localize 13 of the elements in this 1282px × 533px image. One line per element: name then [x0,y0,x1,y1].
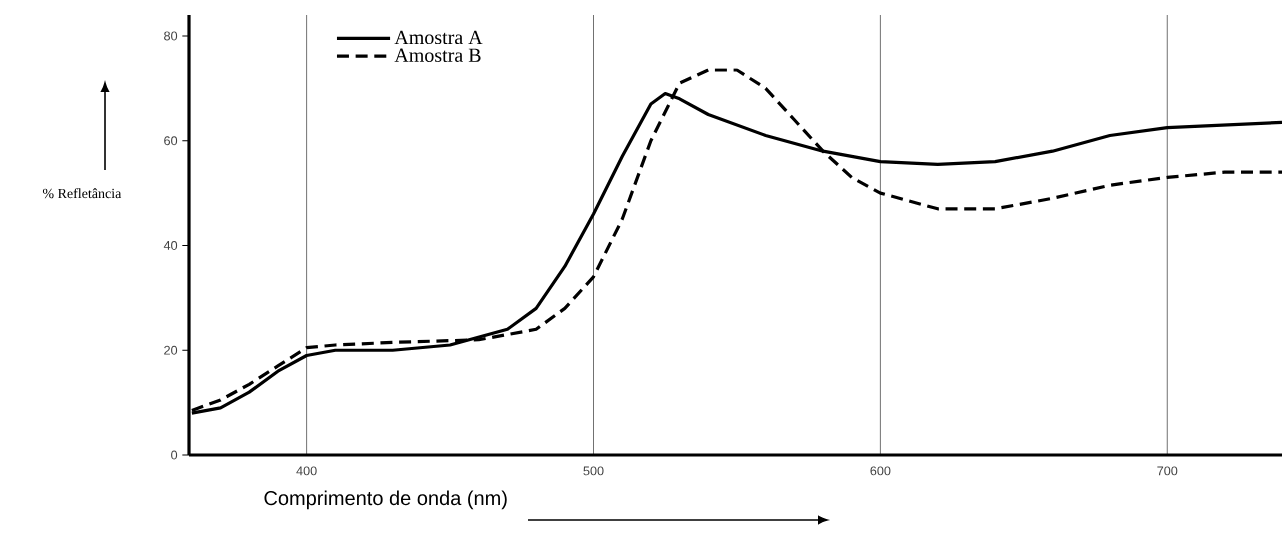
legend-label: Amostra A [394,30,483,45]
x-tick-label: 400 [296,466,317,476]
x-tick-label: 500 [583,466,604,476]
y-tick-label: 0 [171,450,178,460]
legend-label: Amostra B [394,48,481,62]
x-axis-title: Comprimento de onda (nm) [264,490,507,510]
y-axis-title: % Refletância [42,188,122,199]
y-tick-label: 80 [164,31,178,41]
x-tick-label: 600 [870,466,891,476]
x-tick-label: 700 [1157,466,1178,476]
y-tick-label: 40 [163,240,178,250]
y-tick-label: 20 [164,345,178,355]
y-tick-label: 60 [164,136,178,146]
